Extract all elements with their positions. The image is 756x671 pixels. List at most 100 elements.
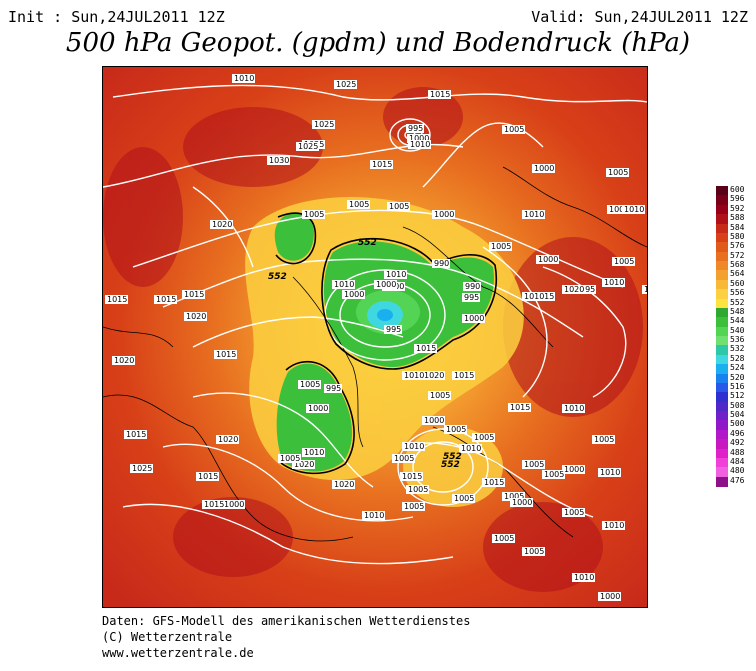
isobar-label-box [532,164,555,173]
isobar-label-box [406,485,429,494]
website-url[interactable]: www.wetterzentrale.de [102,646,254,660]
legend-label: 500 [730,419,745,429]
isobar-label-box [463,282,481,291]
legend-label: 476 [730,475,745,485]
isobar-labels: 1020102510151025995100010101025100510301… [105,74,647,601]
legend-label: 592 [730,203,745,213]
isobar-label-box [402,442,425,451]
legend-swatch [716,467,728,478]
isobar-label: 1000 [376,280,396,289]
legend-label: 528 [730,353,745,363]
legend-swatch [716,326,728,337]
isobar-label: 1005 [494,534,514,543]
isobar-label-box [184,312,207,321]
isobar-label-box [324,384,342,393]
isobar-label-box [406,124,424,133]
isobar-label-box [302,448,325,457]
geopotential-label: 552 [268,272,287,282]
isobar-label-box [444,425,467,434]
isobar-label: 1015 [372,160,392,169]
isobar-label-box [154,295,177,304]
isobar-label-box [612,257,635,266]
isobar-label-box [607,205,630,214]
legend-label: 548 [730,306,745,316]
isobar-label: 995 [408,124,423,133]
isobar-label: 1015 [107,295,127,304]
legend-swatch [716,195,728,206]
legend-swatch [716,373,728,384]
legend-swatch [716,476,728,487]
isobar-label-box [407,134,430,143]
isobar-label: 1005 [404,502,424,511]
legend-swatch [716,186,728,196]
isobar-label: 1005 [389,202,409,211]
isobar-label: 1000 [308,404,328,413]
isobar-label: 995 [580,285,595,294]
isobar-label-box [462,293,480,302]
isobar-label: 1010 [461,444,481,453]
isobar-label-box [332,480,355,489]
isobar-label: 1020 [294,460,314,469]
legend-swatch [716,270,728,281]
isobar-label: 1010 [404,371,424,380]
geopotential-label: 552 [441,460,460,470]
legend-swatch [716,411,728,421]
legend-swatch [716,420,728,431]
isobar-label: 1025 [132,464,152,473]
isobar-label-box [432,259,450,268]
isobar-label-box [562,508,585,517]
isobar-label: 1005 [524,547,544,556]
isobar-label: 1010 [304,448,324,457]
isobar-label-box [105,295,128,304]
isobar-label: 1010 [564,404,584,413]
isobar-label: 995 [326,384,341,393]
isobar-label: 1010 [410,140,430,149]
isobar-label-box [508,403,531,412]
isobar-label: 1020 [334,480,354,489]
isobar-label-box [562,404,585,413]
isobar-label: 1000 [409,134,429,143]
isobar-label: 1005 [614,257,634,266]
isobar-label: 1020 [564,285,584,294]
isobar-label-box [347,200,370,209]
isobar-label-box [606,168,629,177]
isobar-label: 1015 [510,403,530,412]
legend-swatch [716,317,728,328]
isobar-label-box [414,344,437,353]
isobar-label-box [302,210,325,219]
legend-label: 520 [730,372,745,382]
legend-swatch [716,307,728,318]
legend-label: 536 [730,335,745,344]
legend-label: 568 [730,260,745,269]
isobar-label: 1005 [544,470,564,479]
isobar-label: 1005 [504,492,524,501]
isobar-label: 1010 [524,292,544,301]
legend-label: 588 [730,213,745,223]
isobar-label-box [278,454,301,463]
isobar-label-box [267,156,290,165]
isobar-label-box [510,498,533,507]
legend-swatch [716,457,728,468]
legend-swatch [716,223,728,234]
isobar-label: 1000 [464,314,484,323]
legend-swatch [716,242,728,253]
valid-time: Valid: Sun,24JUL2011 12Z [531,8,748,26]
isobar-label: 1000 [600,592,620,601]
legend-swatch [716,289,728,299]
legend-label: 540 [730,325,745,335]
isobar-label-box [130,464,153,473]
legend-label: 480 [730,466,745,476]
isobar-label: 1020 [212,220,232,229]
isobar-label-box [362,511,385,520]
legend-swatch [716,261,728,271]
legend-label: 576 [730,241,745,251]
legend-label: 572 [730,250,745,260]
weather-map: 1020102510151025995100010101025100510301… [102,66,648,608]
isobar-label-box [222,500,245,509]
legend-label: 560 [730,278,745,288]
legend-swatch [716,298,728,309]
isobar-label: 1025 [336,80,356,89]
isobar-label-box [296,142,319,151]
legend-label: 516 [730,381,745,391]
legend-label: 600 [730,185,745,194]
